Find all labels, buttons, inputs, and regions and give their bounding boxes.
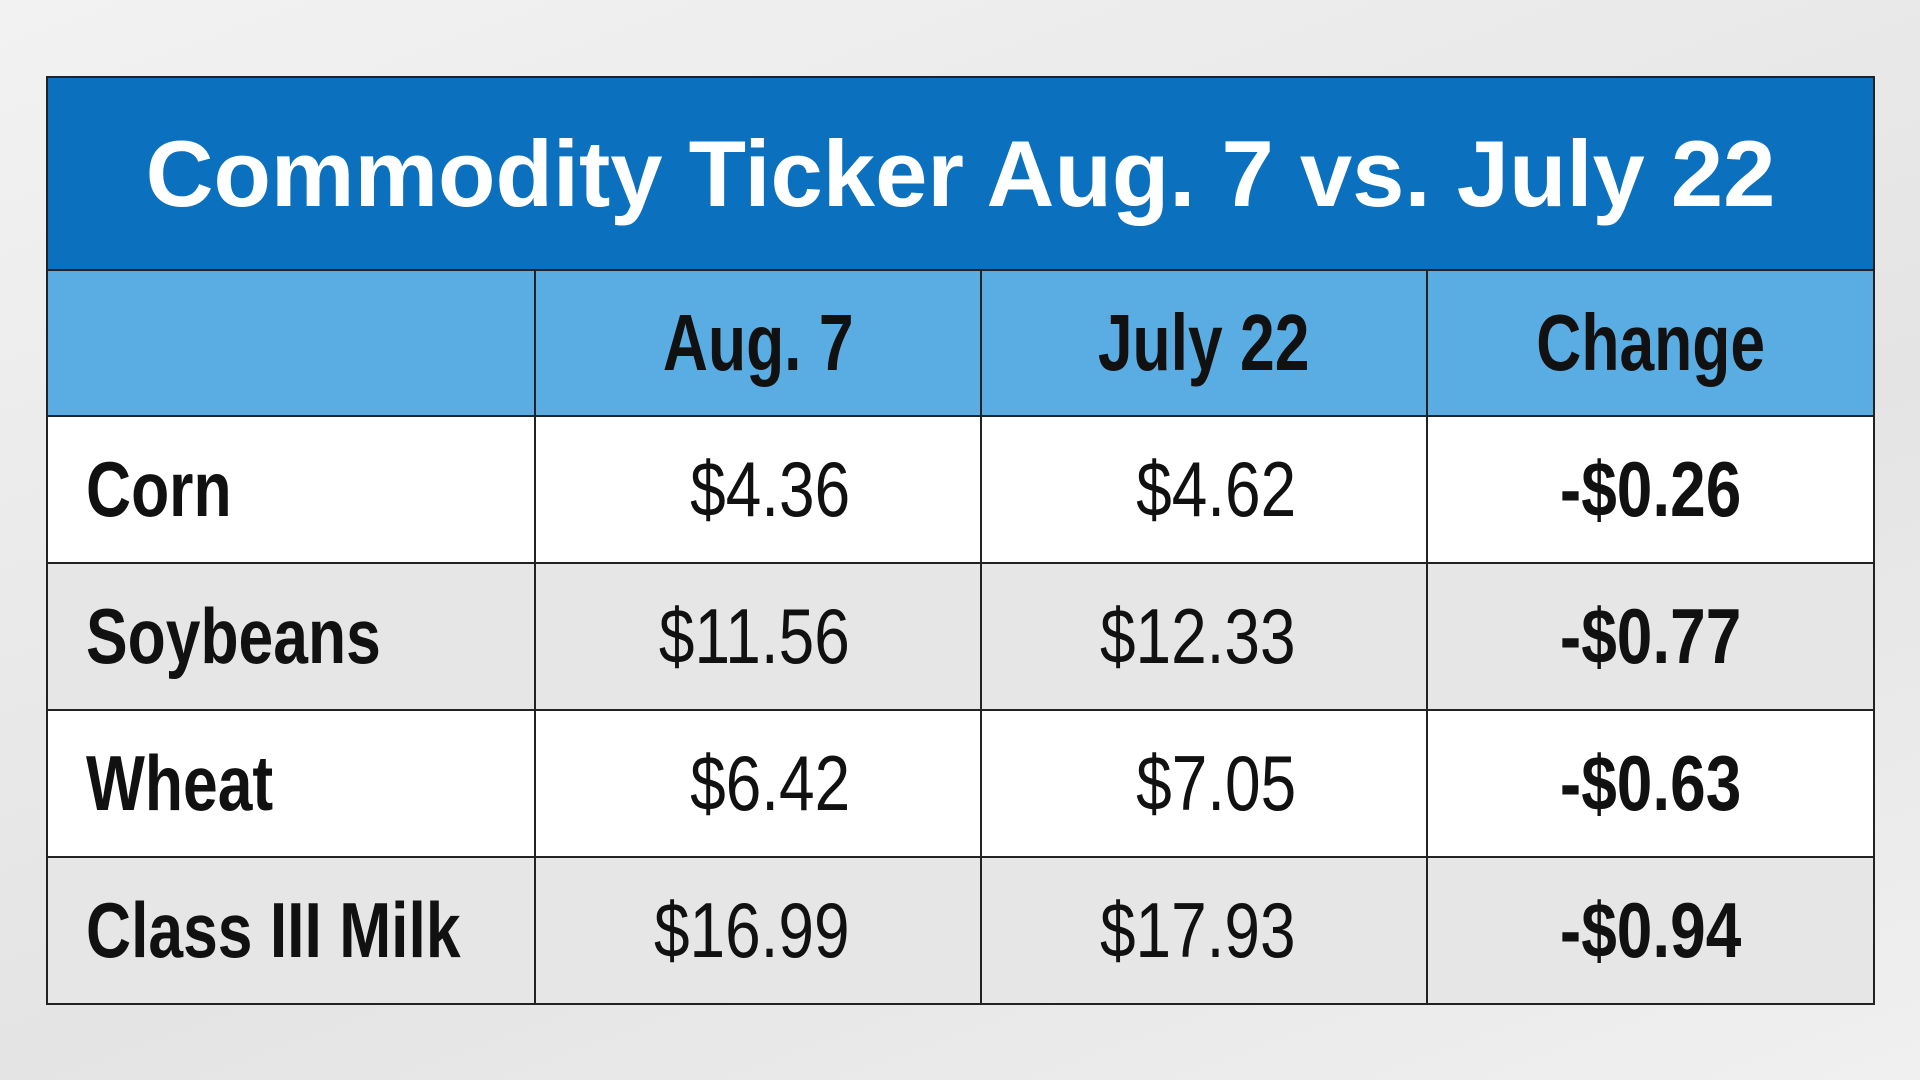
cell-text: $16.99	[654, 886, 850, 974]
cell: $4.36	[534, 415, 982, 564]
cell-text: $17.93	[1100, 886, 1296, 974]
row-label: Soybeans	[46, 562, 536, 711]
cell: $12.33	[980, 562, 1428, 711]
cell-text: Class III Milk	[86, 886, 461, 974]
cell-text: $7.05	[1135, 739, 1296, 827]
cell-text: -$0.77	[1559, 592, 1742, 680]
header-text: Change	[1536, 298, 1765, 387]
table: Commodity Ticker Aug. 7 vs. July 22 Aug.…	[45, 76, 1876, 1005]
row-label: Class III Milk	[46, 856, 536, 1005]
cell: $17.93	[980, 856, 1428, 1005]
cell-text: $4.62	[1135, 445, 1296, 533]
cell-text: Corn	[86, 445, 232, 533]
data-row: Wheat $6.42 $7.05 -$0.63	[46, 709, 1876, 858]
cell: -$0.26	[1425, 415, 1876, 564]
cell: -$0.63	[1425, 709, 1876, 858]
cell-text: $12.33	[1100, 592, 1296, 680]
cell-text: Wheat	[86, 739, 274, 827]
ticker-table: Commodity Ticker Aug. 7 vs. July 22 Aug.…	[45, 76, 1876, 1005]
header-cell: Aug. 7	[534, 269, 982, 417]
cell-text: -$0.63	[1559, 739, 1742, 827]
cell: $16.99	[534, 856, 982, 1005]
header-text: July 22	[1098, 298, 1310, 387]
cell: $7.05	[980, 709, 1428, 858]
cell-text: Soybeans	[86, 592, 381, 680]
data-row: Soybeans $11.56 $12.33 -$0.77	[46, 562, 1876, 711]
row-label: Corn	[46, 415, 536, 564]
cell: $4.62	[980, 415, 1428, 564]
cell: -$0.94	[1425, 856, 1876, 1005]
cell: $11.56	[534, 562, 982, 711]
data-row: Class III Milk $16.99 $17.93 -$0.94	[46, 856, 1876, 1005]
header-cell: July 22	[980, 269, 1428, 417]
cell: $6.42	[534, 709, 982, 858]
cell-text: $4.36	[689, 445, 850, 533]
header-row: Aug. 7 July 22 Change	[46, 269, 1876, 417]
cell-text: $6.42	[689, 739, 850, 827]
data-row: Corn $4.36 $4.62 -$0.26	[46, 415, 1876, 564]
header-text: Aug. 7	[662, 298, 854, 387]
title: Commodity Ticker Aug. 7 vs. July 22	[45, 76, 1876, 271]
cell-text: -$0.94	[1559, 886, 1742, 974]
cell-text: $11.56	[659, 592, 850, 680]
header-cell: Change	[1425, 269, 1876, 417]
cell-text: -$0.26	[1559, 445, 1742, 533]
header-cell	[46, 269, 536, 417]
row-label: Wheat	[46, 709, 536, 858]
cell: -$0.77	[1425, 562, 1876, 711]
